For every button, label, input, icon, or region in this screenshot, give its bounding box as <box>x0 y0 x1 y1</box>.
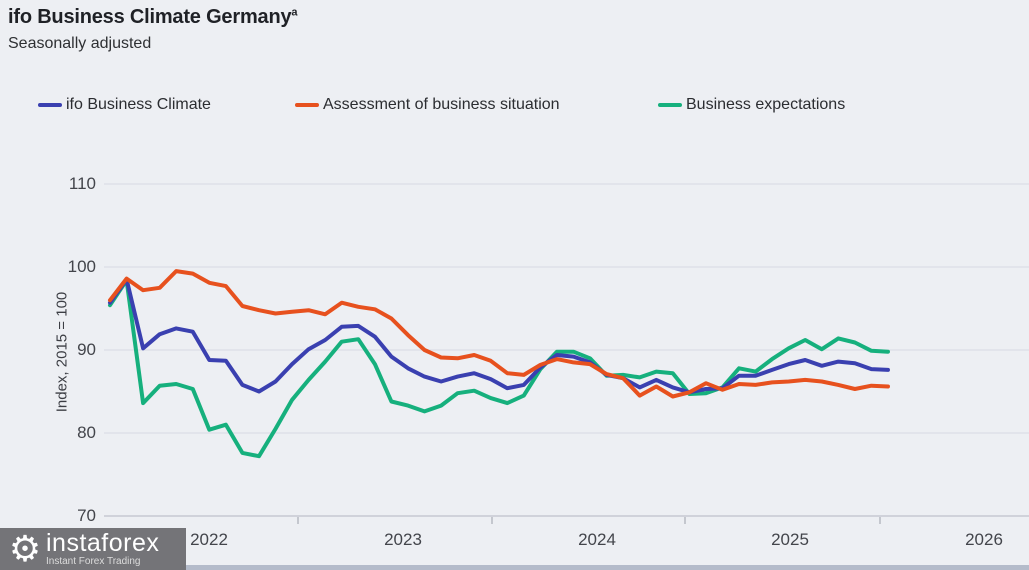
series-line-assessment-of-business-situation <box>108 269 890 399</box>
y-tick-label-110: 110 <box>68 174 96 193</box>
chart-subtitle: Seasonally adjusted <box>8 35 152 52</box>
y-tick-label-70: 70 <box>77 506 96 525</box>
y-tick-label-90: 90 <box>77 340 96 359</box>
chart-title-footnote-marker: a <box>291 6 298 19</box>
legend-item-business-situation: Assessment of business situation <box>295 94 560 116</box>
gear-icon: ⚙ <box>8 528 42 569</box>
x-tick-label-2025: 2025 <box>771 530 809 549</box>
legend-label-business-expectations: Business expectations <box>686 96 846 113</box>
legend-item-business-climate: ifo Business Climate <box>38 94 211 116</box>
chart-title: ifo Business Climate Germanya <box>8 6 298 29</box>
series-line-ifo-business-climate <box>108 277 890 395</box>
legend-item-business-expectations: Business expectations <box>658 94 845 116</box>
series-line-business-expectations <box>108 278 890 459</box>
x-tick-label-2023: 2023 <box>384 530 422 549</box>
legend-swatch-business-climate <box>38 103 62 107</box>
y-tick-label-100: 100 <box>67 257 96 276</box>
legend-swatch-business-expectations <box>658 103 682 107</box>
x-tick-label-2024: 2024 <box>578 530 616 549</box>
bottom-accent-strip <box>0 565 1029 570</box>
x-tick-label-2026: 2026 <box>965 530 1003 549</box>
chart-title-text: ifo Business Climate Germany <box>8 6 292 28</box>
legend-label-business-climate: ifo Business Climate <box>66 96 211 113</box>
logo-subtext: Instant Forex Trading <box>46 555 141 567</box>
y-tick-label-80: 80 <box>77 423 96 442</box>
x-tick-label-2022: 2022 <box>190 530 228 549</box>
legend-swatch-business-situation <box>295 103 319 107</box>
instaforex-logo: ⚙ instaforex Instant Forex Trading <box>0 528 186 570</box>
legend-label-business-situation: Assessment of business situation <box>323 96 560 113</box>
logo-text: instaforex <box>46 528 160 557</box>
